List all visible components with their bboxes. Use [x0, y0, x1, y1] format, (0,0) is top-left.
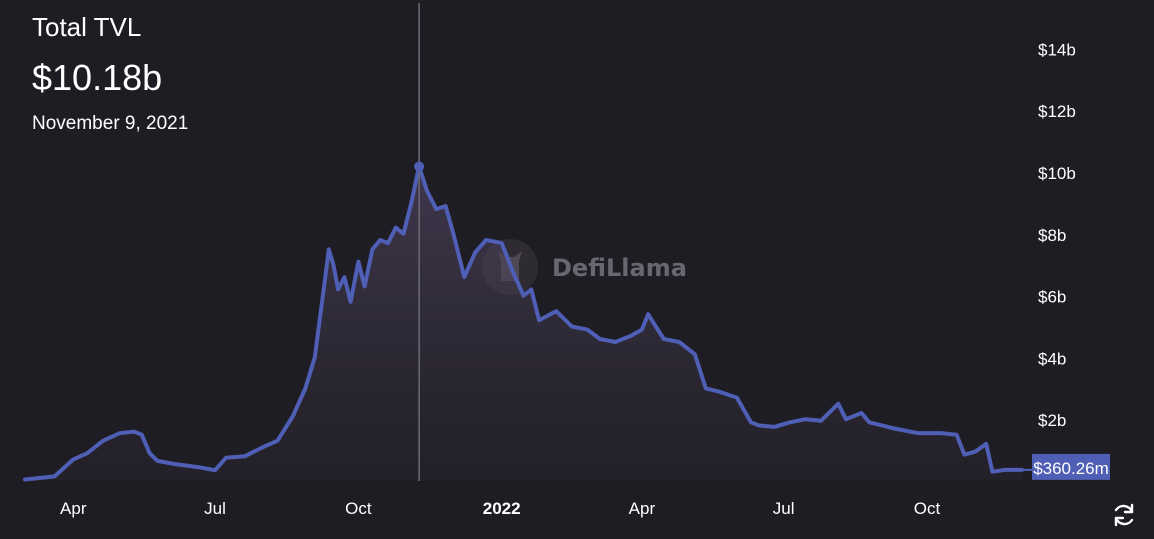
chart-header: Total TVL $10.18b November 9, 2021	[32, 12, 188, 136]
y-tick-label: $14b	[1038, 40, 1076, 59]
tvl-line	[23, 164, 1024, 482]
watermark-text: DefiLlama	[552, 254, 687, 282]
y-tick-label: $10b	[1038, 164, 1076, 183]
y-tick-label: $12b	[1038, 102, 1076, 121]
tvl-area	[25, 166, 1022, 481]
hover-point	[414, 161, 425, 172]
refresh-icon	[1114, 503, 1134, 527]
chart-title: Total TVL	[32, 12, 142, 42]
y-tick-label: $2b	[1038, 411, 1066, 430]
x-tick-label: Apr	[60, 499, 87, 518]
last-value-label: $360.26m	[1033, 459, 1109, 478]
x-tick-label: Apr	[629, 499, 656, 518]
hover-date: November 9, 2021	[32, 113, 189, 134]
x-tick-label: Jul	[204, 499, 226, 518]
tvl-value: $10.18b	[32, 57, 163, 98]
last-value-badge	[1032, 453, 1110, 480]
x-tick-label: Oct	[914, 499, 941, 518]
refresh-button[interactable]	[1108, 500, 1140, 530]
x-tick-label: Oct	[345, 499, 372, 518]
x-tick-label: Jul	[773, 499, 795, 518]
x-tick-label: 2022	[483, 499, 521, 518]
y-tick-label: $4b	[1038, 349, 1066, 368]
y-tick-label: $6b	[1038, 288, 1066, 307]
y-tick-label: $8b	[1038, 226, 1066, 245]
